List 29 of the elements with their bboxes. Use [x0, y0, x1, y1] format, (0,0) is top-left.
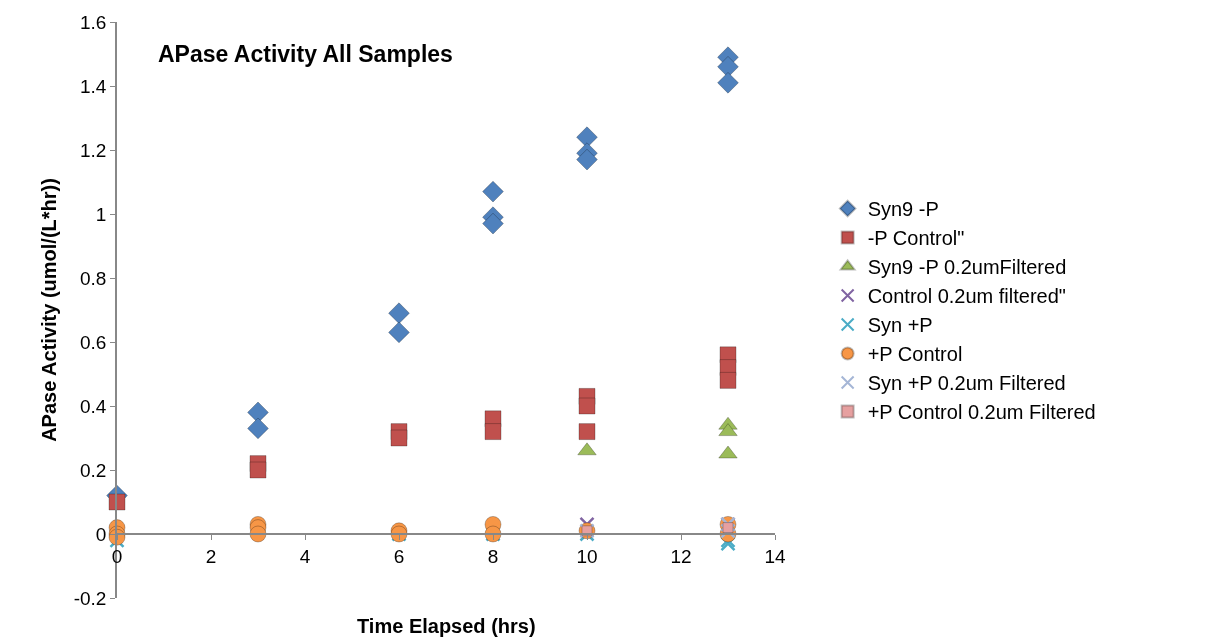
legend-label: Control 0.2um filtered": [867, 285, 1066, 308]
x-tick-label: 8: [487, 545, 499, 567]
y-axis-title: APase Activity (umol/(L*hr)): [37, 178, 60, 442]
y-tick-label: 0: [95, 523, 107, 545]
y-tick-label: -0.2: [73, 587, 107, 609]
legend-label: -P Control": [867, 227, 965, 250]
legend-label: Syn9 -P: [867, 198, 939, 221]
y-tick-label: 0.6: [80, 331, 107, 353]
x-tick-label: 6: [393, 545, 405, 567]
legend-label: +P Control 0.2um Filtered: [867, 401, 1096, 424]
x-tick-label: 14: [764, 545, 786, 567]
legend-label: Syn9 -P 0.2umFiltered: [867, 256, 1067, 279]
legend-label: Syn +P 0.2um Filtered: [867, 372, 1066, 395]
y-tick-label: 0.8: [80, 267, 107, 289]
y-tick-label: 0.4: [80, 395, 107, 417]
legend-label: Syn +P: [867, 314, 933, 337]
x-tick-label: 0: [111, 545, 123, 567]
x-tick-label: 10: [576, 545, 598, 567]
x-tick-label: 4: [299, 545, 311, 567]
y-tick-label: 1: [95, 203, 107, 225]
y-tick-label: 1.6: [80, 11, 107, 33]
y-tick-label: 0.2: [80, 459, 107, 481]
x-axis-title: Time Elapsed (hrs): [357, 615, 536, 637]
x-tick-label: 2: [205, 545, 217, 567]
text: APase Activity All Samples: [158, 41, 453, 67]
y-tick-label: 1.4: [80, 75, 107, 97]
y-tick-label: 1.2: [80, 139, 107, 161]
x-tick-label: 12: [670, 545, 692, 567]
legend-label: +P Control: [867, 343, 963, 366]
